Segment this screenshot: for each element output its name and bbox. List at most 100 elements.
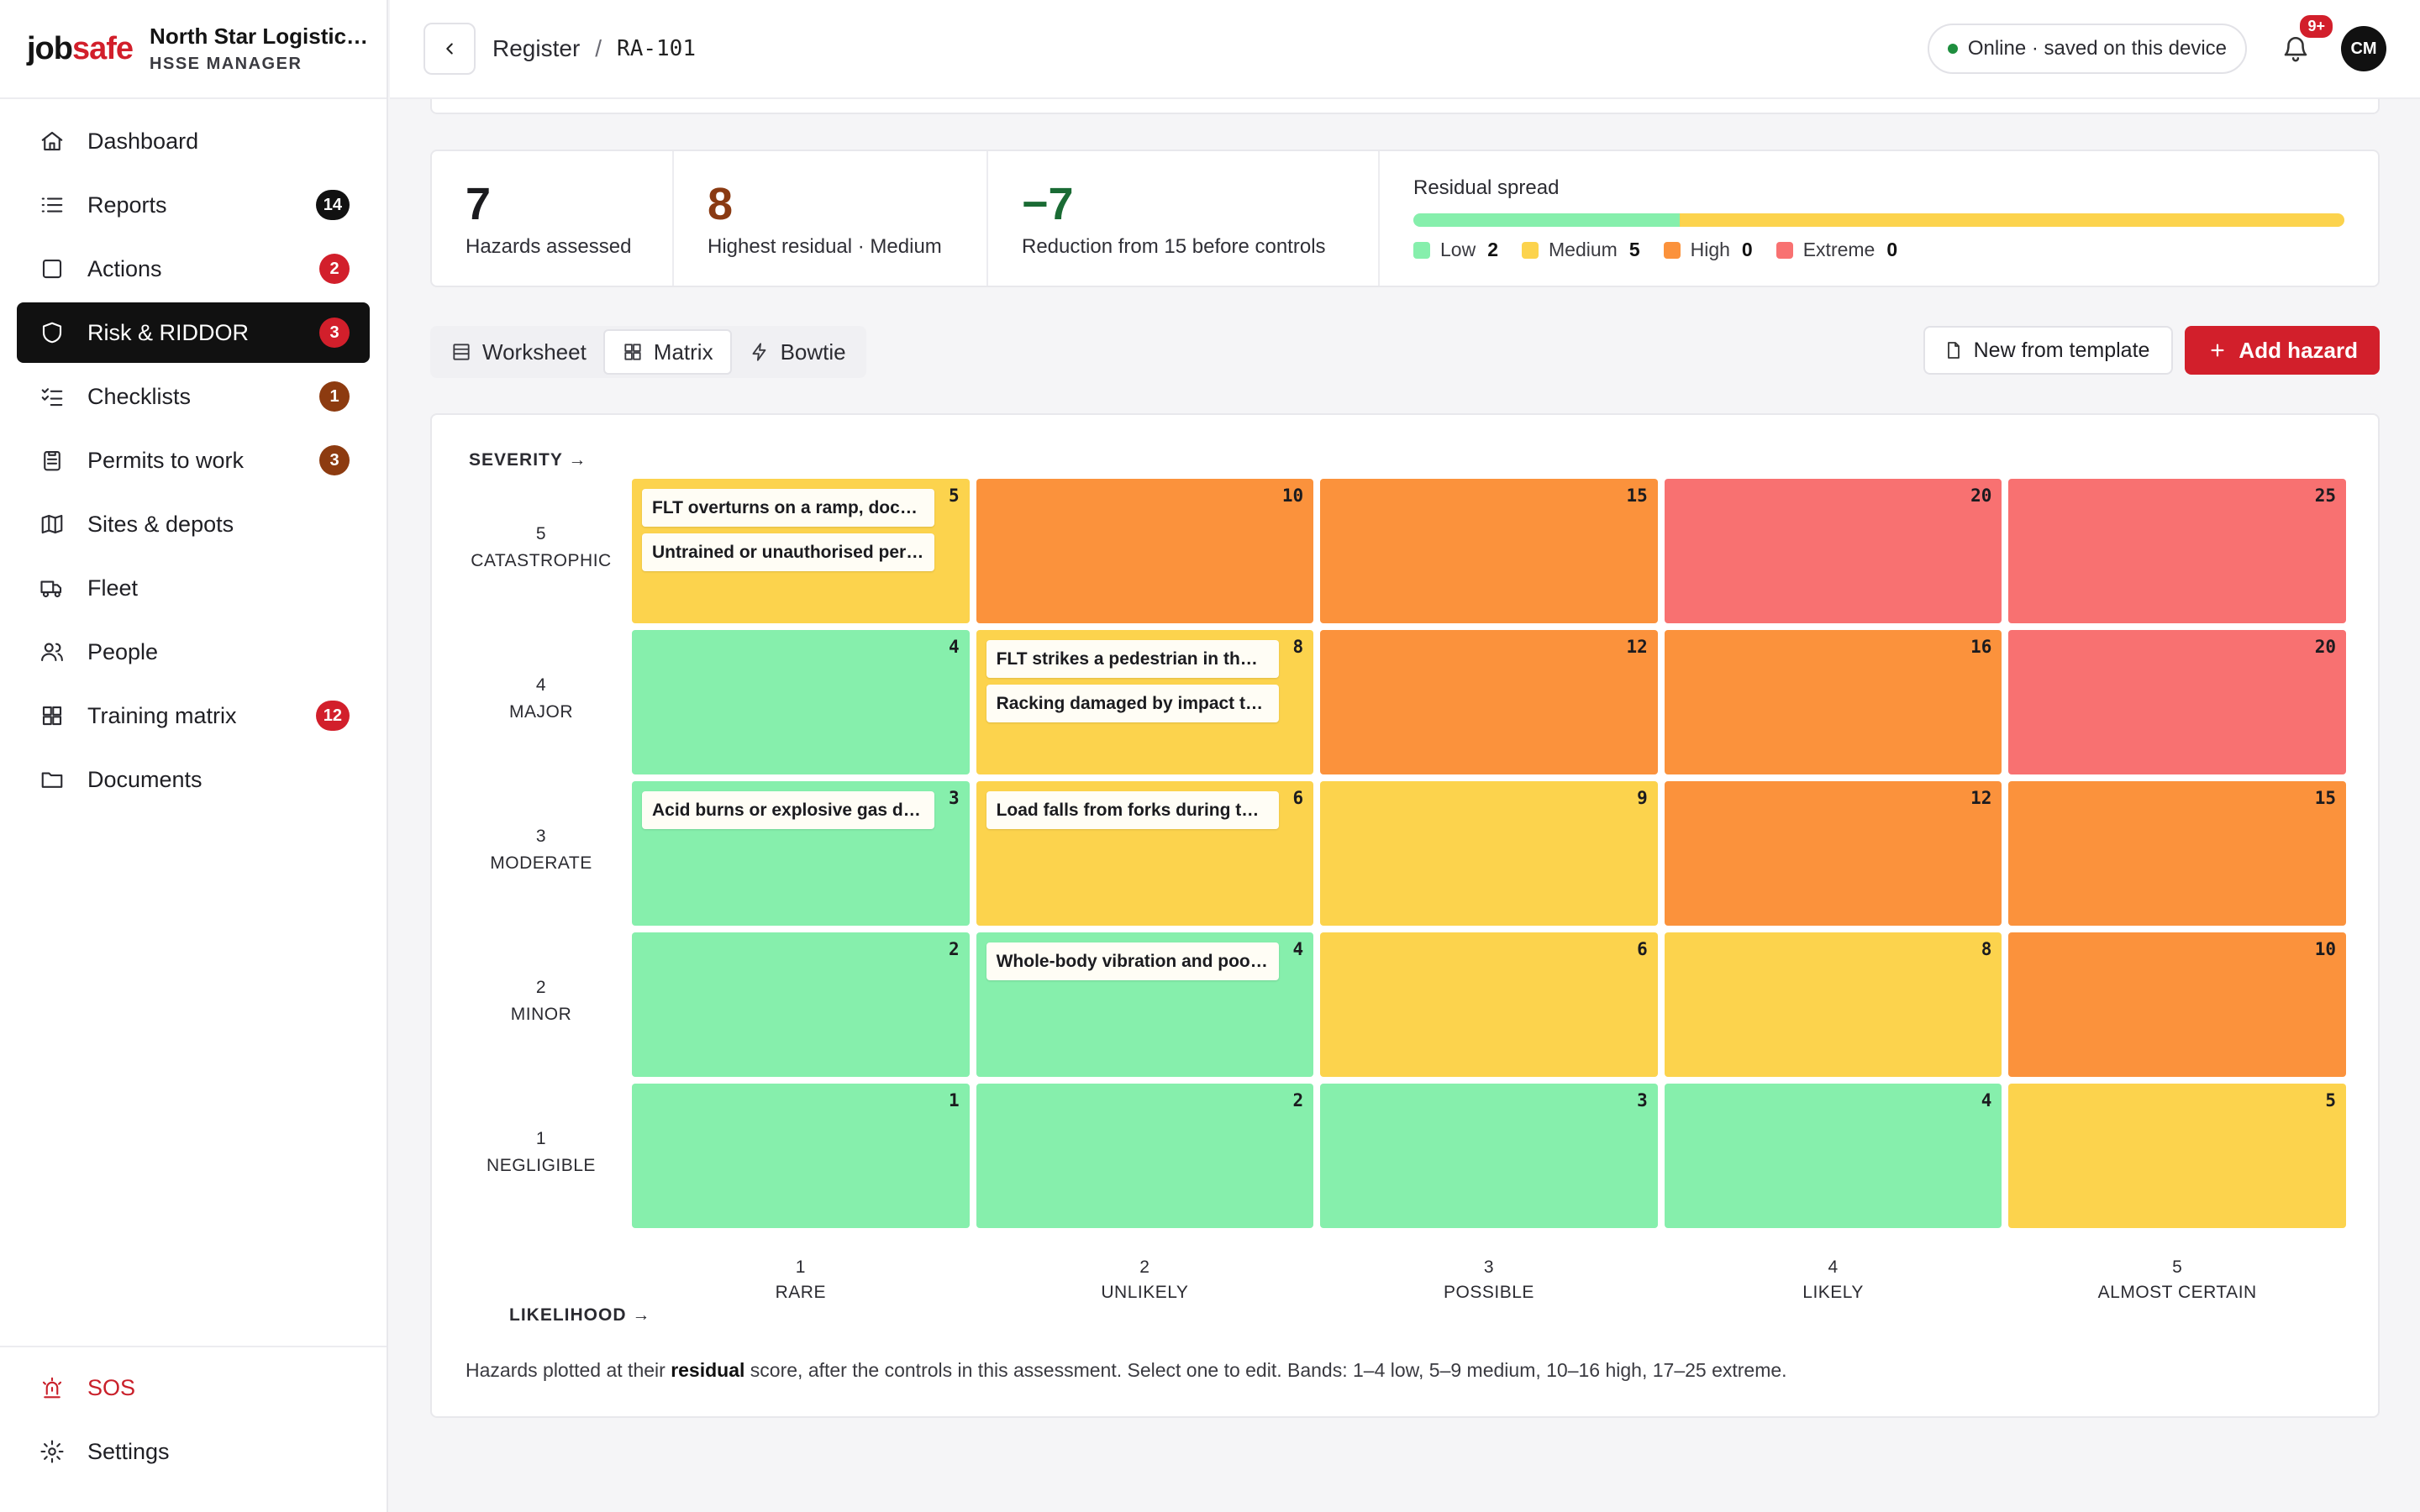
cell-score: 12	[1970, 788, 1992, 808]
sidebar-item-people[interactable]: People	[17, 622, 370, 682]
plus-icon	[2208, 341, 2227, 360]
org-switcher[interactable]: North Star Logistic… HSSE MANAGER	[150, 24, 368, 74]
hazard-chip[interactable]: Untrained or unauthorised pers…	[642, 533, 934, 571]
cell-score: 10	[1281, 486, 1304, 506]
tab-worksheet[interactable]: Worksheet	[434, 329, 603, 375]
sidebar-item-label: Settings	[87, 1438, 170, 1464]
matrix-cell[interactable]: 10	[2008, 932, 2346, 1077]
matrix-cell[interactable]: 6	[1320, 932, 1658, 1077]
table-icon	[450, 341, 472, 363]
hazard-chip[interactable]: Load falls from forks during t…	[986, 791, 1279, 829]
user-avatar[interactable]: CM	[2341, 26, 2386, 71]
back-button[interactable]	[424, 23, 476, 75]
severity-row-label: 5 CATASTROPHIC	[457, 521, 625, 575]
hazard-chip[interactable]: FLT strikes a pedestrian in th…	[986, 640, 1279, 678]
matrix-cell[interactable]: 20	[1664, 479, 2002, 623]
matrix-cell[interactable]: 4	[1664, 1084, 2002, 1228]
matrix-cell[interactable]: 2	[632, 932, 970, 1077]
sync-status-pill: Online · saved on this device	[1927, 24, 2247, 74]
hazard-chip[interactable]: Acid burns or explosive gas du…	[642, 791, 934, 829]
risk-matrix-grid: 5 FLT overturns on a ramp, dock … Untraine…	[632, 479, 2346, 1228]
matrix-cell[interactable]: 20	[2008, 630, 2346, 774]
matrix-cell[interactable]: 5	[2008, 1084, 2346, 1228]
matrix-cell[interactable]: 4	[632, 630, 970, 774]
likelihood-col-label: 4 LIKELY	[1665, 1255, 2002, 1305]
chevron-left-icon	[446, 43, 453, 55]
topbar: Register / RA-101 Online · saved on this…	[390, 0, 2420, 99]
breadcrumb-register[interactable]: Register	[492, 35, 581, 61]
breadcrumb-separator: /	[595, 35, 602, 61]
legend-count: 0	[1741, 239, 1753, 260]
matrix-cell[interactable]: 12	[1664, 781, 2002, 926]
sidebar-item-dashboard[interactable]: Dashboard	[17, 111, 370, 171]
spread-segment-low	[1413, 213, 1680, 227]
sidebar-item-label: Dashboard	[87, 128, 199, 154]
cell-score: 12	[1626, 637, 1648, 657]
legend-count: 2	[1487, 239, 1498, 260]
tab-matrix[interactable]: Matrix	[602, 329, 732, 375]
sidebar-item-sites-depots[interactable]: Sites & depots	[17, 494, 370, 554]
count-badge: 14	[315, 190, 350, 220]
matrix-cell[interactable]: 2	[976, 1084, 1314, 1228]
count-badge: 1	[319, 381, 350, 412]
stat-hazards-assessed: 7 Hazards assessed	[432, 151, 674, 286]
sidebar-item-sos[interactable]: SOS	[17, 1357, 370, 1418]
matrix-cell[interactable]: 1	[632, 1084, 970, 1228]
matrix-cell[interactable]: 16	[1664, 630, 2002, 774]
cell-score: 25	[2314, 486, 2336, 506]
new-from-template-button[interactable]: New from template	[1923, 326, 2174, 375]
jobsafe-logo[interactable]: jobsafe	[27, 30, 134, 66]
main-content: 7 Hazards assessed 8 Highest residual · …	[390, 99, 2420, 1512]
matrix-cell[interactable]: 10	[976, 479, 1314, 623]
count-badge: 12	[315, 701, 350, 731]
severity-row-label: 3 MODERATE	[457, 823, 625, 877]
hazard-chip[interactable]: Whole-body vibration and poor …	[986, 942, 1279, 980]
hazard-chip[interactable]: Racking damaged by impact then…	[986, 685, 1279, 722]
legend-label: Low	[1440, 239, 1476, 260]
brand-header: jobsafe North Star Logistic… HSSE MANAGE…	[0, 0, 387, 99]
likelihood-axis-label: LIKELIHOOD →	[509, 1305, 651, 1325]
matrix-cell[interactable]: 25	[2008, 479, 2346, 623]
likelihood-name: ALMOST CERTAIN	[2097, 1283, 2257, 1302]
severity-number: 5	[535, 524, 547, 543]
likelihood-col-label: 1 RARE	[633, 1255, 969, 1305]
cell-score: 6	[1637, 939, 1648, 959]
sidebar-item-permits-to-work[interactable]: Permits to work 3	[17, 430, 370, 491]
cell-score: 4	[948, 637, 960, 657]
cell-score: 1	[948, 1090, 960, 1110]
matrix-cell[interactable]: 4 Whole-body vibration and poor …	[976, 932, 1314, 1077]
legend-count: 0	[1886, 239, 1898, 260]
cell-score: 16	[1970, 637, 1992, 657]
matrix-cell[interactable]: 8 FLT strikes a pedestrian in th… Racking …	[976, 630, 1314, 774]
tab-label: Bowtie	[780, 339, 846, 365]
add-hazard-button[interactable]: Add hazard	[2185, 326, 2380, 375]
matrix-cell[interactable]: 3 Acid burns or explosive gas du…	[632, 781, 970, 926]
sidebar-item-training-matrix[interactable]: Training matrix 12	[17, 685, 370, 746]
matrix-cell[interactable]: 12	[1320, 630, 1658, 774]
residual-spread-bar	[1413, 213, 2344, 227]
matrix-cell[interactable]: 6 Load falls from forks during t…	[976, 781, 1314, 926]
summary-stats-card: 7 Hazards assessed 8 Highest residual · …	[430, 150, 2380, 287]
sidebar-item-settings[interactable]: Settings	[17, 1421, 370, 1482]
matrix-cell[interactable]: 3	[1320, 1084, 1658, 1228]
legend-medium: Medium 5	[1522, 239, 1640, 261]
notifications-button[interactable]: 9+	[2275, 13, 2334, 69]
hazard-chip[interactable]: FLT overturns on a ramp, dock …	[642, 489, 934, 527]
matrix-cell[interactable]: 8	[1664, 932, 2002, 1077]
matrix-cell[interactable]: 9	[1320, 781, 1658, 926]
tab-bowtie[interactable]: Bowtie	[732, 329, 863, 375]
matrix-cell[interactable]: 5 FLT overturns on a ramp, dock … Untraine…	[632, 479, 970, 623]
sidebar-item-fleet[interactable]: Fleet	[17, 558, 370, 618]
sidebar-item-actions[interactable]: Actions 2	[17, 239, 370, 299]
stat-hazards-value: 7	[466, 179, 492, 229]
likelihood-col-label: 2 UNLIKELY	[976, 1255, 1313, 1305]
sidebar-item-documents[interactable]: Documents	[17, 749, 370, 810]
stat-reduction: −7 Reduction from 15 before controls	[988, 151, 1380, 286]
matrix-cell[interactable]: 15	[2008, 781, 2346, 926]
sidebar-item-reports[interactable]: Reports 14	[17, 175, 370, 235]
sidebar-item-risk-riddor[interactable]: Risk & RIDDOR 3	[17, 302, 370, 363]
cell-score: 3	[948, 788, 960, 808]
cell-score: 20	[1970, 486, 1992, 506]
sidebar-item-checklists[interactable]: Checklists 1	[17, 366, 370, 427]
matrix-cell[interactable]: 15	[1320, 479, 1658, 623]
